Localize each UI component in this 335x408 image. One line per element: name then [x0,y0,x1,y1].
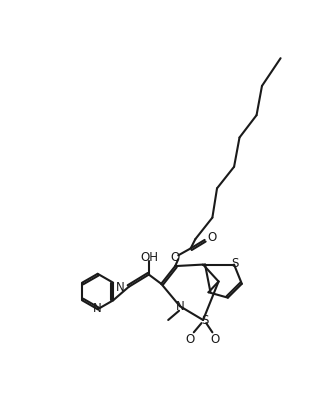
Text: O: O [171,251,180,264]
Text: OH: OH [141,251,158,264]
Text: S: S [231,257,239,270]
Text: N: N [176,300,185,313]
Text: N: N [93,302,102,315]
Text: O: O [208,231,217,244]
Text: N: N [116,281,125,294]
Text: O: O [210,333,219,346]
Text: S: S [201,314,208,327]
Text: O: O [185,333,195,346]
